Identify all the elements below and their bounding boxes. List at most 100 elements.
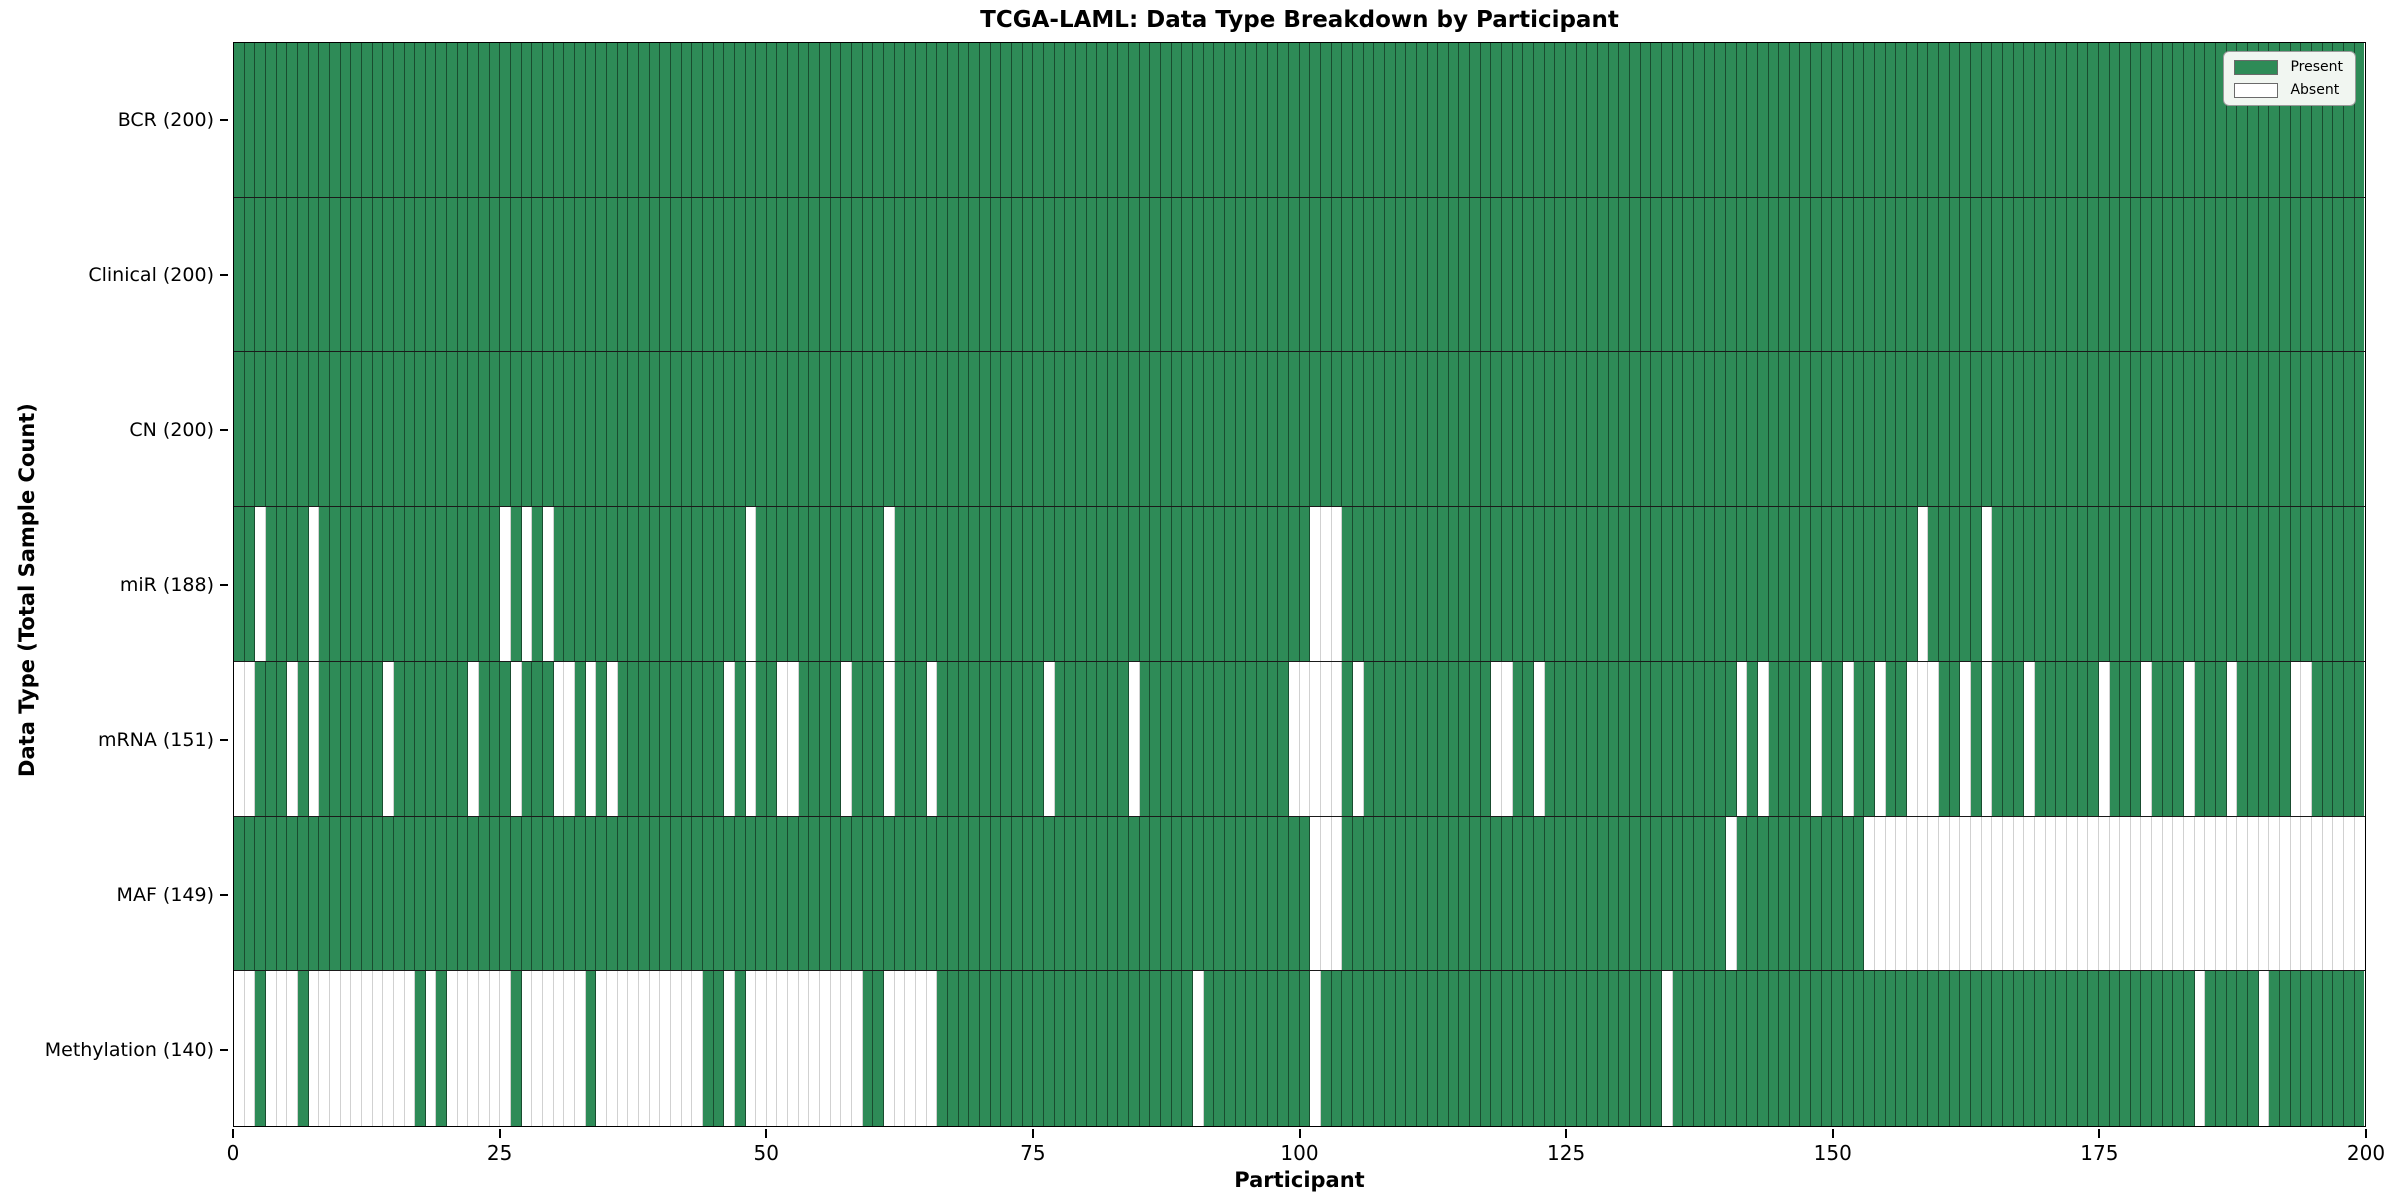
- heatmap-cell: [1608, 816, 1620, 971]
- heatmap-cell: [2216, 352, 2227, 507]
- heatmap-cell: [1598, 661, 1609, 816]
- heatmap-cell: [1811, 971, 1822, 1126]
- heatmap-cell: [1789, 816, 1801, 971]
- heatmap-cell: [1225, 43, 1236, 197]
- heatmap-cell: [500, 661, 512, 816]
- heatmap-cell: [1320, 661, 1332, 816]
- heatmap-cell: [2333, 197, 2344, 352]
- heatmap-cell: [2184, 971, 2195, 1126]
- heatmap-cell: [1779, 507, 1790, 661]
- heatmap-cell: [1011, 352, 1023, 507]
- heatmap-cell: [1768, 197, 1780, 352]
- heatmap-cell: [1097, 816, 1108, 971]
- heatmap-cell: [1555, 43, 1567, 197]
- heatmap-cell: [2248, 43, 2259, 197]
- heatmap-cell: [649, 971, 661, 1126]
- heatmap-cell: [1480, 971, 1492, 1126]
- heatmap-cell: [372, 971, 384, 1126]
- heatmap-cell: [905, 352, 916, 507]
- heatmap-cell: [1928, 352, 1939, 507]
- heatmap-cell: [2056, 197, 2067, 352]
- heatmap-cell: [404, 816, 416, 971]
- heatmap-cell: [1257, 43, 1268, 197]
- heatmap-cell: [1331, 816, 1343, 971]
- heatmap-cell: [1672, 352, 1684, 507]
- heatmap-cell: [329, 507, 341, 661]
- heatmap-cell: [244, 816, 256, 971]
- heatmap-cell: [2258, 661, 2270, 816]
- heatmap-cell: [457, 43, 469, 197]
- heatmap-cell: [1693, 43, 1705, 197]
- heatmap-cell: [1491, 661, 1503, 816]
- heatmap-cell: [756, 971, 767, 1126]
- heatmap-cell: [1374, 197, 1385, 352]
- heatmap-cell: [2280, 352, 2291, 507]
- heatmap-cell: [575, 352, 586, 507]
- heatmap-cell: [1725, 507, 1737, 661]
- heatmap-cell: [1033, 816, 1044, 971]
- heatmap-cell: [1736, 816, 1748, 971]
- heatmap-cell: [841, 816, 853, 971]
- heatmap-cell: [1843, 971, 1854, 1126]
- heatmap-cell: [351, 971, 362, 1126]
- heatmap-cell: [265, 352, 277, 507]
- heatmap-cell: [638, 507, 650, 661]
- heatmap-cell: [2301, 661, 2312, 816]
- heatmap-cell: [1374, 971, 1385, 1126]
- heatmap-cell: [1107, 971, 1119, 1126]
- heatmap-cell: [2237, 971, 2249, 1126]
- heatmap-cell: [596, 352, 607, 507]
- heatmap-cell: [947, 197, 959, 352]
- heatmap-cell: [234, 971, 245, 1126]
- heatmap-cell: [937, 661, 948, 816]
- heatmap-cell: [404, 661, 416, 816]
- heatmap-cell: [1416, 971, 1428, 1126]
- heatmap-cell: [1534, 352, 1545, 507]
- heatmap-cell: [1821, 507, 1833, 661]
- heatmap-cell: [1576, 816, 1588, 971]
- heatmap-cell: [2248, 971, 2259, 1126]
- heatmap-cell: [1065, 352, 1076, 507]
- heatmap-cell: [713, 507, 725, 661]
- heatmap-cell: [2141, 661, 2153, 816]
- heatmap-cell: [2013, 352, 2025, 507]
- heatmap-cell: [1001, 971, 1012, 1126]
- heatmap-cell: [1235, 507, 1247, 661]
- heatmap-cell: [1225, 507, 1236, 661]
- heatmap-cell: [276, 816, 288, 971]
- heatmap-cell: [489, 816, 501, 971]
- heatmap-cell: [1043, 352, 1055, 507]
- heatmap-cell: [1789, 661, 1801, 816]
- heatmap-cell: [1470, 661, 1481, 816]
- x-axis-tick-labels: 0 25 50 75 100 125 150 175 200: [227, 1127, 2385, 1173]
- heatmap-cell: [1566, 43, 1577, 197]
- heatmap-cell: [1374, 43, 1385, 197]
- heatmap-cell: [1161, 43, 1172, 197]
- heatmap-cell: [1480, 816, 1492, 971]
- heatmap-cell: [1512, 197, 1524, 352]
- heatmap-cell: [1395, 507, 1407, 661]
- heatmap-cell: [532, 197, 544, 352]
- heatmap-cell: [2269, 661, 2280, 816]
- heatmap-cell: [1821, 661, 1833, 816]
- heatmap-cell: [2194, 507, 2206, 661]
- heatmap-cell: [1097, 43, 1108, 197]
- heatmap-cell: [2066, 197, 2078, 352]
- heatmap-cell: [2141, 507, 2153, 661]
- heatmap-cell: [1299, 43, 1311, 197]
- heatmap-cell: [649, 661, 661, 816]
- heatmap-cell: [692, 816, 703, 971]
- heatmap-cell: [1832, 816, 1844, 971]
- heatmap-cell: [1843, 661, 1854, 816]
- heatmap-cell: [670, 971, 682, 1126]
- heatmap-cell: [1384, 661, 1396, 816]
- heatmap-cell: [1299, 661, 1311, 816]
- heatmap-cell: [1331, 971, 1343, 1126]
- heatmap-cell: [788, 43, 799, 197]
- heatmap-cell: [1821, 197, 1833, 352]
- heatmap-cell: [1459, 43, 1471, 197]
- heatmap-cell: [1811, 43, 1822, 197]
- heatmap-cell: [841, 197, 853, 352]
- heatmap-cell: [1875, 43, 1886, 197]
- heatmap-cell: [329, 971, 341, 1126]
